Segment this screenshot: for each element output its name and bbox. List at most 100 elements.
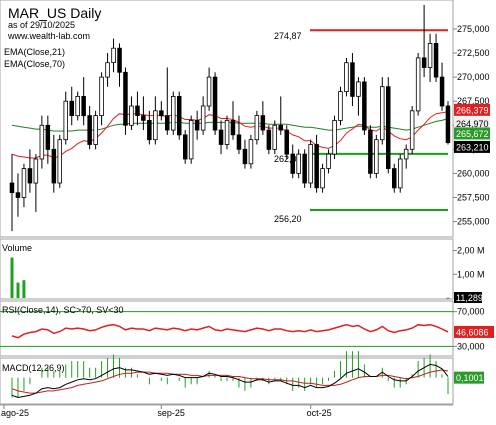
- candle-down: [230, 120, 236, 136]
- candle-down: [302, 153, 307, 184]
- candle-down: [362, 81, 367, 131]
- volume-bar: [22, 280, 26, 298]
- candle-down: [284, 129, 289, 155]
- candle-down: [27, 168, 33, 184]
- candle-up: [344, 62, 349, 93]
- ema70-tag-value: 265,672: [456, 129, 489, 139]
- volume-bar: [16, 282, 20, 298]
- macd-line: [11, 363, 449, 399]
- price-tick-label: 260,000: [457, 168, 490, 178]
- candle-up: [153, 110, 158, 141]
- candle-down: [266, 129, 272, 150]
- date-tick-label: oct-25: [307, 408, 332, 418]
- candle-up: [75, 96, 80, 117]
- candle-down: [87, 115, 92, 145]
- candle-up: [57, 139, 63, 184]
- candle-down: [445, 105, 451, 143]
- rsi-layer: 70,000 30,000 46,6086: [0, 307, 494, 351]
- candle-down: [350, 62, 355, 97]
- last-tag: [454, 117, 490, 130]
- last-tag-value: 264,970: [456, 119, 489, 129]
- candle-up: [308, 144, 313, 184]
- price-tick-label: 267,500: [457, 96, 490, 106]
- candle-down: [182, 134, 188, 160]
- support2-label: 256,20: [274, 214, 302, 224]
- macd-current-value: 0,1001: [456, 373, 484, 383]
- candle-down: [135, 105, 140, 117]
- support-label: 262,03: [274, 154, 302, 164]
- ema70-label: EMA(Close,70): [4, 59, 65, 69]
- candle-down: [45, 124, 51, 150]
- candle-up: [129, 105, 134, 126]
- candle-down: [433, 43, 439, 78]
- candle-down: [260, 115, 266, 131]
- price-tick-label: 270,000: [457, 72, 490, 82]
- price-tick-label: 275,000: [457, 24, 490, 34]
- volume-current-tag: [454, 292, 482, 303]
- close-tag-value: 263,210: [456, 142, 489, 152]
- ema21-layer: [11, 111, 449, 159]
- candle-down: [123, 71, 128, 126]
- candle-up: [170, 96, 176, 131]
- candle-down: [164, 115, 170, 131]
- candle-down: [9, 182, 15, 194]
- ema21-label: EMA(Close,21): [4, 47, 65, 57]
- candle-down: [278, 124, 283, 131]
- candle-up: [415, 57, 421, 112]
- ema21-line: [11, 111, 449, 159]
- candle-down: [385, 86, 391, 169]
- chart-title: MAR_US Daily: [8, 5, 101, 21]
- candle-down: [421, 57, 427, 68]
- price-tick-label: 257,500: [457, 192, 490, 202]
- candle-down: [194, 120, 200, 131]
- candle-down: [176, 96, 182, 136]
- candle-down: [218, 129, 224, 145]
- candle-up: [338, 91, 343, 121]
- candle-up: [332, 120, 337, 155]
- candles: [9, 4, 451, 232]
- candle-down: [242, 148, 248, 165]
- rsi-current-tag: [454, 325, 494, 338]
- ema70-tag: [454, 127, 490, 140]
- candle-up: [206, 76, 212, 107]
- candle-down: [159, 110, 164, 117]
- candle-up: [272, 124, 277, 150]
- candle-down: [368, 129, 373, 174]
- candle-down: [314, 144, 319, 189]
- ema21-tag: [454, 103, 490, 116]
- candle-up: [409, 110, 415, 150]
- date-tick-label: ago-25: [1, 408, 29, 418]
- candle-down: [147, 120, 152, 141]
- date-tick-label: sep-25: [157, 408, 185, 418]
- candle-up: [326, 153, 331, 169]
- candle-down: [141, 115, 146, 121]
- candle-down: [290, 153, 295, 174]
- candle-down: [51, 148, 57, 184]
- macd-current-tag: [454, 371, 484, 384]
- candle-up: [63, 100, 69, 141]
- rsi-tick-label: 70,000: [457, 307, 485, 317]
- candle-up: [200, 105, 206, 131]
- candle-down: [439, 76, 445, 107]
- candle-down: [391, 168, 397, 189]
- site-url: www.wealth-lab.com: [7, 31, 90, 41]
- candle-down: [236, 134, 242, 150]
- candle-up: [99, 76, 104, 116]
- price-levels: 274,87 262,03 256,20: [274, 29, 448, 224]
- candle-up: [248, 139, 254, 165]
- candle-up: [296, 153, 301, 174]
- candle-down: [15, 192, 21, 198]
- candle-down: [212, 76, 218, 131]
- candle-up: [21, 168, 27, 198]
- resistance-label: 274,87: [274, 31, 302, 41]
- candle-up: [427, 43, 433, 68]
- candle-up: [320, 168, 325, 189]
- candle-up: [254, 115, 260, 141]
- price-tick-label: 272,500: [457, 48, 490, 58]
- volume-label: Volume: [2, 243, 32, 253]
- candle-up: [224, 120, 230, 145]
- candle-up: [379, 86, 385, 141]
